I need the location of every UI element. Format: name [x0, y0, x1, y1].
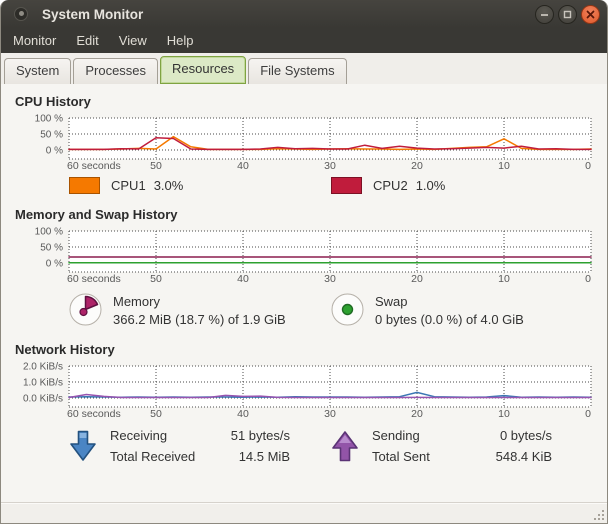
resize-grip[interactable] — [592, 508, 605, 521]
total-received-label: Total Received — [110, 449, 196, 464]
memory-swap-heading: Memory and Swap History — [15, 207, 178, 222]
svg-text:30: 30 — [324, 160, 336, 172]
tab-system[interactable]: System — [4, 58, 72, 84]
cpu1-legend-item: CPU1 3.0% — [69, 177, 331, 194]
svg-text:50 %: 50 % — [40, 243, 63, 254]
menubar: Monitor Edit View Help — [1, 28, 607, 53]
menu-item-view[interactable]: View — [118, 33, 147, 48]
network-legend: Receiving 51 bytes/s Total Received 14.5… — [69, 428, 593, 468]
receiving-legend-item: Receiving 51 bytes/s Total Received 14.5… — [69, 428, 331, 468]
cpu-history-section: CPU History 100 % 50 % 0 % 60 seconds 50 40 30… — [15, 94, 593, 194]
svg-text:0: 0 — [585, 408, 591, 420]
swap-label: Swap — [375, 294, 408, 309]
svg-text:0 %: 0 % — [46, 146, 63, 157]
receiving-value: 51 bytes/s — [230, 428, 290, 443]
maximize-button[interactable] — [558, 4, 577, 24]
memory-pie-icon — [69, 293, 102, 331]
receiving-label: Receiving — [110, 428, 168, 443]
memory-detail: 366.2 MiB (18.7 %) of 1.9 GiB — [113, 312, 286, 327]
cpu-history-graph: 100 % 50 % 0 % 60 seconds 50 40 30 20 10 0 — [15, 114, 593, 172]
svg-text:0: 0 — [585, 160, 591, 172]
cpu-history-heading: CPU History — [15, 94, 91, 109]
tab-strip: System Processes Resources File Systems — [1, 53, 607, 84]
svg-text:10: 10 — [498, 408, 510, 420]
svg-text:100 %: 100 % — [35, 227, 63, 238]
svg-text:10: 10 — [498, 273, 510, 285]
memory-swap-graph: 100 % 50 % 0 % 60 seconds 50 40 30 20 10 0 — [15, 227, 593, 285]
svg-text:40: 40 — [237, 160, 249, 172]
total-received-value: 14.5 MiB — [238, 449, 290, 464]
svg-text:40: 40 — [237, 273, 249, 285]
svg-text:30: 30 — [324, 273, 336, 285]
svg-text:30: 30 — [324, 408, 336, 420]
download-arrow-icon — [69, 429, 97, 468]
tab-file-systems[interactable]: File Systems — [248, 58, 347, 84]
svg-text:100 %: 100 % — [35, 114, 63, 125]
window-controls — [535, 4, 600, 24]
cpu1-color-swatch — [69, 177, 100, 194]
svg-text:60 seconds: 60 seconds — [67, 408, 121, 420]
memory-label: Memory — [113, 294, 160, 309]
svg-text:10: 10 — [498, 160, 510, 172]
svg-text:40: 40 — [237, 408, 249, 420]
svg-text:20: 20 — [411, 160, 423, 172]
svg-text:1.0 KiB/s: 1.0 KiB/s — [23, 378, 63, 389]
svg-text:2.0 KiB/s: 2.0 KiB/s — [23, 362, 63, 373]
memory-legend-item: Memory 366.2 MiB (18.7 %) of 1.9 GiB — [69, 293, 331, 331]
swap-detail: 0 bytes (0.0 %) of 4.0 GiB — [375, 312, 524, 327]
menu-item-edit[interactable]: Edit — [76, 33, 99, 48]
svg-text:50: 50 — [150, 273, 162, 285]
cpu1-label: CPU1 — [111, 178, 146, 193]
svg-text:50: 50 — [150, 160, 162, 172]
svg-text:60 seconds: 60 seconds — [67, 160, 121, 172]
total-sent-label: Total Sent — [372, 449, 430, 464]
cpu1-value: 3.0% — [153, 178, 184, 193]
upload-arrow-icon — [331, 429, 359, 468]
svg-text:50: 50 — [150, 408, 162, 420]
titlebar[interactable]: System Monitor — [1, 0, 607, 28]
menu-item-monitor[interactable]: Monitor — [13, 33, 57, 48]
total-sent-value: 548.4 KiB — [495, 449, 552, 464]
svg-text:0 %: 0 % — [46, 259, 63, 270]
resources-tab-page: CPU History 100 % 50 % 0 % 60 seconds 50 40 30… — [1, 84, 607, 502]
swap-legend-item: Swap 0 bytes (0.0 %) of 4.0 GiB — [331, 293, 593, 331]
network-history-graph: 2.0 KiB/s 1.0 KiB/s 0.0 KiB/s 60 seconds 50 4… — [15, 362, 593, 420]
swap-pie-icon — [331, 293, 364, 331]
minimize-icon — [541, 13, 548, 16]
cpu2-value: 1.0% — [415, 178, 446, 193]
sending-label: Sending — [372, 428, 420, 443]
memory-swap-section: Memory and Swap History 100 % 50 % 0 % 60 s… — [15, 207, 593, 331]
svg-text:50 %: 50 % — [40, 130, 63, 141]
svg-text:20: 20 — [411, 273, 423, 285]
svg-text:0: 0 — [585, 273, 591, 285]
menu-item-help[interactable]: Help — [166, 33, 194, 48]
network-history-section: Network History 2.0 KiB/s 1.0 KiB/s 0.0 Ki… — [15, 342, 593, 468]
cpu2-legend-item: CPU2 1.0% — [331, 177, 593, 194]
svg-text:0.0 KiB/s: 0.0 KiB/s — [23, 394, 63, 405]
svg-text:20: 20 — [411, 408, 423, 420]
sending-legend-item: Sending 0 bytes/s Total Sent 548.4 KiB — [331, 428, 593, 468]
cpu2-color-swatch — [331, 177, 362, 194]
maximize-icon — [563, 10, 572, 18]
svg-text:60 seconds: 60 seconds — [67, 273, 121, 285]
tab-resources[interactable]: Resources — [160, 56, 247, 84]
window-title: System Monitor — [42, 6, 144, 22]
cpu-legend: CPU1 3.0% CPU2 1.0% — [69, 177, 593, 194]
memory-swap-legend: Memory 366.2 MiB (18.7 %) of 1.9 GiB Swa… — [69, 293, 593, 331]
minimize-button[interactable] — [535, 4, 554, 24]
close-button[interactable] — [581, 4, 600, 24]
window-menu-icon[interactable] — [14, 7, 28, 21]
sending-value: 0 bytes/s — [499, 428, 552, 443]
network-history-heading: Network History — [15, 342, 115, 357]
cpu2-label: CPU2 — [373, 178, 408, 193]
close-icon — [586, 10, 595, 18]
tab-processes[interactable]: Processes — [73, 58, 159, 84]
statusbar — [1, 502, 607, 523]
